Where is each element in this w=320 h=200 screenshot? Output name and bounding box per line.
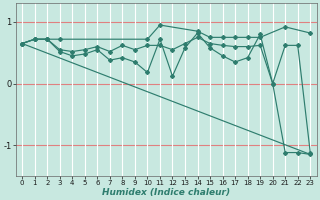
X-axis label: Humidex (Indice chaleur): Humidex (Indice chaleur) [102, 188, 230, 197]
